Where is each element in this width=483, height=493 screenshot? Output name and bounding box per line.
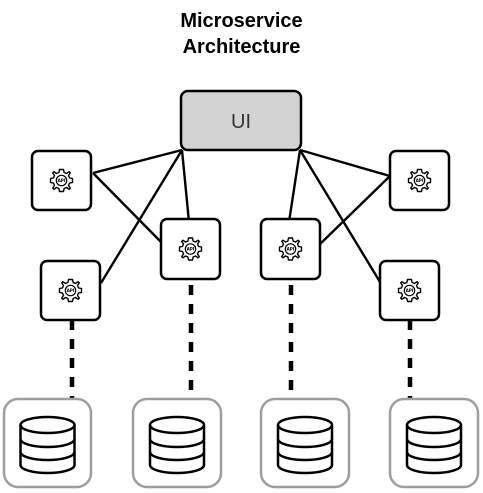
ui-box-label: UI (231, 111, 251, 133)
edge-ui-svc-6 (299, 148, 391, 178)
edge-ui-svc-7 (298, 149, 382, 283)
database-node-3 (259, 397, 351, 489)
diagram-title: Microservice Architecture (0, 8, 483, 60)
data-links (69, 285, 413, 398)
gear-api-icon: API (407, 168, 432, 193)
edge-ui-svc-5 (287, 149, 302, 223)
gear-api-icon: API (278, 237, 303, 261)
edge-svc-6-svc-5 (317, 175, 391, 247)
edge-ui-svc-3 (180, 149, 191, 223)
database-node-1 (2, 397, 93, 489)
gear-api-icon: API (58, 278, 83, 303)
gear-api-icon: API (178, 237, 203, 261)
database-node-2 (131, 397, 223, 489)
service-node-6: API (378, 259, 441, 322)
title-line-1: Microservice (180, 10, 303, 32)
edge-ui-svc-1 (92, 148, 183, 175)
ui-box: UI (179, 89, 303, 152)
service-node-5: API (388, 149, 451, 212)
edge-ui-svc-2 (99, 149, 184, 284)
service-node-2: API (39, 259, 102, 322)
api-label: API (67, 288, 75, 293)
api-label: API (58, 178, 66, 183)
edge-svc-1-svc-4 (92, 172, 163, 244)
service-node-3: API (159, 217, 222, 281)
api-label: API (287, 247, 295, 252)
gear-api-icon: API (397, 278, 422, 303)
api-label: API (416, 178, 424, 183)
title-line-2: Architecture (182, 36, 301, 58)
gear-api-icon: API (49, 168, 74, 193)
api-label: API (187, 247, 195, 252)
service-node-4: API (259, 217, 322, 281)
connection-lines (92, 148, 391, 284)
api-label: API (406, 288, 414, 293)
database-node-4 (388, 397, 480, 489)
service-node-1: API (30, 149, 93, 212)
